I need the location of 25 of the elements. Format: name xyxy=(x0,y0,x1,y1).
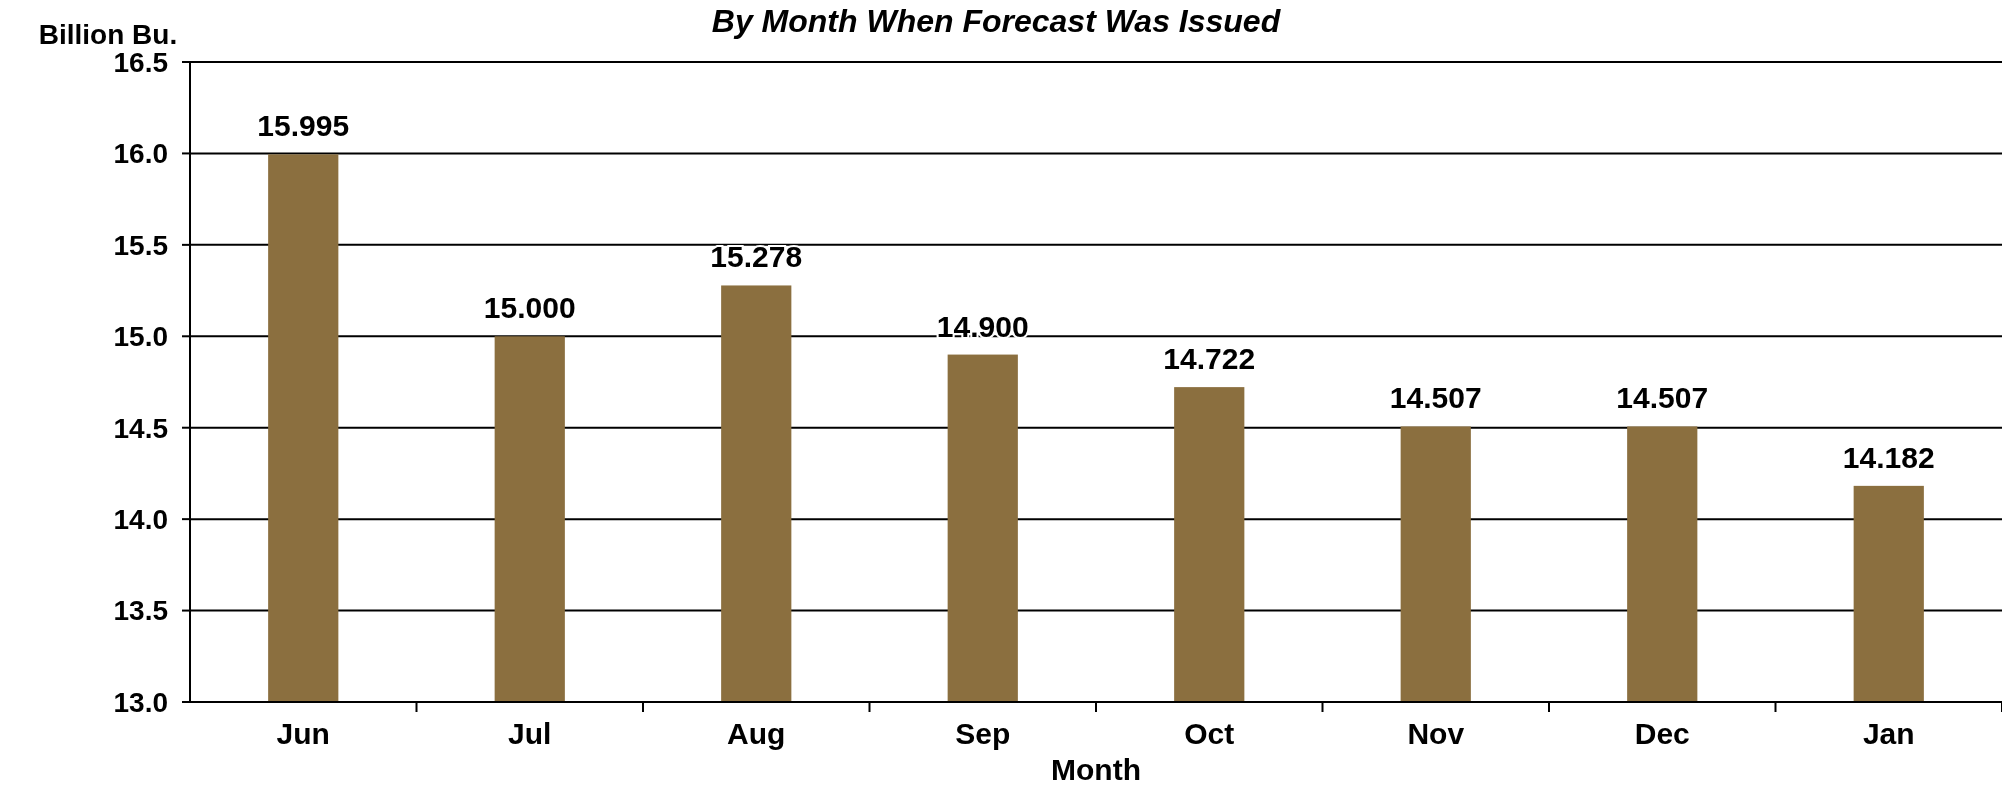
data-label: 14.722 xyxy=(1163,342,1256,376)
y-tick-label: 15.0 xyxy=(113,321,168,353)
x-axis-title: Month xyxy=(1051,753,1141,786)
data-label: 14.507 xyxy=(1616,381,1709,415)
y-tick-label: 13.5 xyxy=(113,595,168,627)
x-tick-label: Sep xyxy=(955,717,1011,750)
data-label: 15.995 xyxy=(257,109,350,143)
y-tick-label: 16.0 xyxy=(113,138,168,170)
data-label: 15.000 xyxy=(483,291,576,325)
x-tick-label: Dec xyxy=(1634,717,1690,750)
data-label: 14.900 xyxy=(936,309,1029,343)
x-tick-label: Aug xyxy=(727,717,786,750)
chart-title: By Month When Forecast Was Issued xyxy=(711,3,1282,39)
x-tick-label: Nov xyxy=(1407,717,1465,750)
y-tick-label: 14.0 xyxy=(113,503,168,535)
y-tick-label: 13.0 xyxy=(113,686,168,718)
data-label: 15.278 xyxy=(710,240,803,274)
y-tick-label: 14.5 xyxy=(113,412,168,444)
x-tick-label: Jun xyxy=(276,717,330,750)
data-label: 14.507 xyxy=(1389,381,1482,415)
x-tick-label: Jul xyxy=(508,717,552,750)
y-tick-label: 15.5 xyxy=(113,229,168,261)
x-tick-label: Jan xyxy=(1862,717,1915,750)
data-label: 14.182 xyxy=(1842,440,1935,474)
x-tick-label: Oct xyxy=(1184,717,1235,750)
